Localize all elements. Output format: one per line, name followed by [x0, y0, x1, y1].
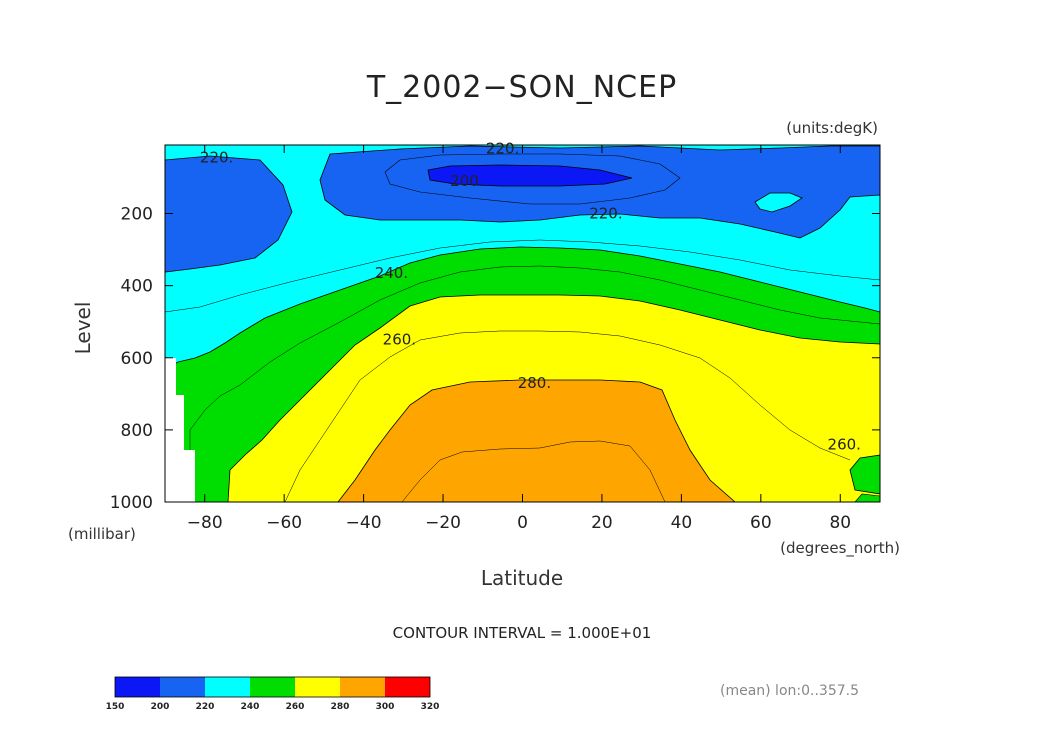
x-tick-label: −80 [187, 513, 223, 533]
contour-label: 220. [200, 149, 233, 167]
x-tick-label: −60 [266, 513, 302, 533]
x-axis-label: Latitude [481, 566, 563, 590]
fill-hole-right [754, 192, 803, 213]
contour-label: 280. [518, 374, 551, 392]
y-unit-label: (millibar) [68, 525, 136, 543]
colorbar: 150 200 220 240 260 280 300 320 [106, 676, 440, 712]
colorbar-label: 300 [376, 702, 395, 712]
contour-labels: 220.220.200.220.240.260.280.260. [200, 140, 861, 454]
colorbar-label: 280 [331, 702, 350, 712]
x-unit-label: (degrees_north) [780, 539, 900, 558]
colorbar-label: 240 [241, 702, 260, 712]
contour-250 [189, 265, 881, 502]
y-axis: 200 400 600 800 1000 [110, 205, 880, 513]
colorbar-label: 220 [196, 702, 215, 712]
colorbar-swatch [295, 677, 340, 697]
colorbar-label: 150 [106, 702, 125, 712]
contour-label: 260. [383, 331, 416, 349]
contour-fills [164, 145, 881, 503]
x-tick-label: −20 [425, 513, 461, 533]
contour-label: 220. [589, 205, 622, 223]
contour-label: 200. [450, 172, 483, 190]
mean-footnote: (mean) lon:0..357.5 [720, 683, 859, 699]
colorbar-label: 200 [151, 702, 170, 712]
chart-title: T_2002−SON_NCEP [366, 70, 677, 105]
contour-210 [384, 153, 681, 205]
colorbar-swatch [160, 677, 205, 697]
colorbar-swatch [115, 677, 160, 697]
contour-270 [284, 330, 851, 503]
x-tick-label: −40 [346, 513, 382, 533]
fill-150-200 [427, 164, 633, 187]
colorbar-swatch [205, 677, 250, 697]
contour-label: 240. [375, 264, 408, 282]
fill-200-220-left [164, 155, 293, 273]
x-tick-label: 40 [671, 513, 693, 533]
contour-label: 260. [828, 435, 861, 453]
x-tick-label: 80 [829, 513, 851, 533]
units-note: (units:degK) [786, 119, 878, 137]
y-tick-label: 800 [121, 421, 153, 441]
contour-label: 220. [486, 140, 519, 158]
contour-290 [401, 440, 666, 503]
y-tick-label: 400 [121, 277, 153, 297]
missing-data-region [165, 358, 195, 502]
y-tick-label: 1000 [110, 493, 153, 513]
x-axis: −80 −60 −40 −20 0 20 40 60 80 [187, 145, 851, 533]
contour-interval-note: CONTOUR INTERVAL = 1.000E+01 [393, 624, 652, 642]
colorbar-frame [114, 676, 431, 698]
x-tick-label: 0 [517, 513, 528, 533]
y-tick-label: 200 [121, 205, 153, 225]
colorbar-swatch [250, 677, 295, 697]
colorbar-swatch [385, 677, 430, 697]
y-axis-label: Level [71, 302, 95, 355]
y-tick-label: 600 [121, 349, 153, 369]
contour-230 [164, 239, 881, 313]
x-tick-label: 60 [750, 513, 772, 533]
colorbar-swatch [340, 677, 385, 697]
colorbar-label: 260 [286, 702, 305, 712]
fill-280-300 [337, 379, 737, 503]
x-tick-label: 20 [591, 513, 613, 533]
colorbar-label: 320 [421, 702, 440, 712]
